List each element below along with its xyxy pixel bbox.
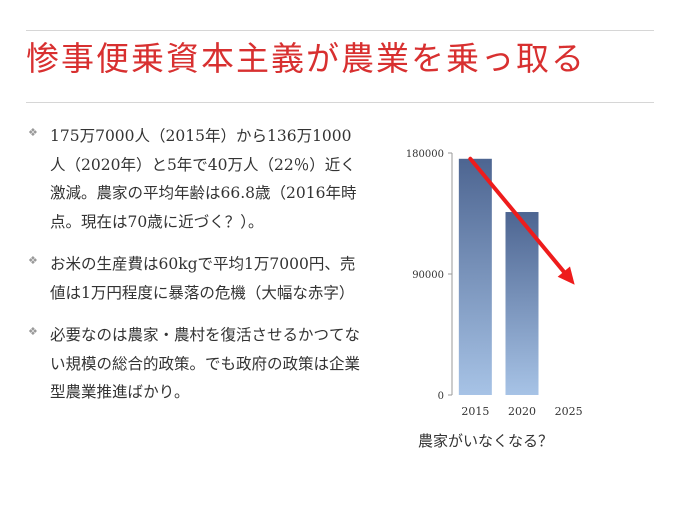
bullet-text: 175万7000人（2015年）から136万1000人（2020年）と5年で40… xyxy=(50,127,357,231)
y-tick-label: 180000 xyxy=(406,149,444,160)
bar-2020 xyxy=(505,212,539,395)
top-divider xyxy=(26,30,654,31)
diamond-bullet-icon: ❖ xyxy=(28,325,38,338)
y-tick-label: 90000 xyxy=(412,270,444,281)
bullet-item: ❖ 必要なのは農家・農村を復活させるかつてない規模の総合的政策。でも政府の政策は… xyxy=(22,321,362,407)
bar-2015 xyxy=(458,158,492,395)
x-tick-label: 2025 xyxy=(555,405,583,418)
diamond-bullet-icon: ❖ xyxy=(28,254,38,267)
x-tick-label: 2015 xyxy=(461,405,489,418)
bullet-item: ❖ お米の生産費は60kgで平均1万7000円、売値は1万円程度に暴落の危機（大… xyxy=(22,250,362,307)
title-divider xyxy=(26,102,654,103)
bar-chart-svg: 0 90000 180000 2015 2020 2025 xyxy=(406,149,583,418)
farmer-count-chart: 0 90000 180000 2015 2020 2025 xyxy=(380,135,670,435)
diamond-bullet-icon: ❖ xyxy=(28,126,38,139)
bullet-item: ❖ 175万7000人（2015年）から136万1000人（2020年）と5年で… xyxy=(22,122,362,236)
x-tick-label: 2020 xyxy=(508,405,536,418)
trend-arrow-shaft xyxy=(468,156,566,274)
bullet-text: お米の生産費は60kgで平均1万7000円、売値は1万円程度に暴落の危機（大幅な… xyxy=(50,255,356,302)
chart-caption: 農家がいなくなる？ xyxy=(418,432,554,450)
trend-arrow-head-icon xyxy=(557,266,575,285)
slide-title: 惨事便乗資本主義が農業を乗っ取る xyxy=(26,39,586,78)
bullet-list: ❖ 175万7000人（2015年）から136万1000人（2020年）と5年で… xyxy=(22,122,362,421)
bullet-text: 必要なのは農家・農村を復活させるかつてない規模の総合的政策。でも政府の政策は企業… xyxy=(50,326,361,401)
y-tick-label: 0 xyxy=(438,391,444,402)
